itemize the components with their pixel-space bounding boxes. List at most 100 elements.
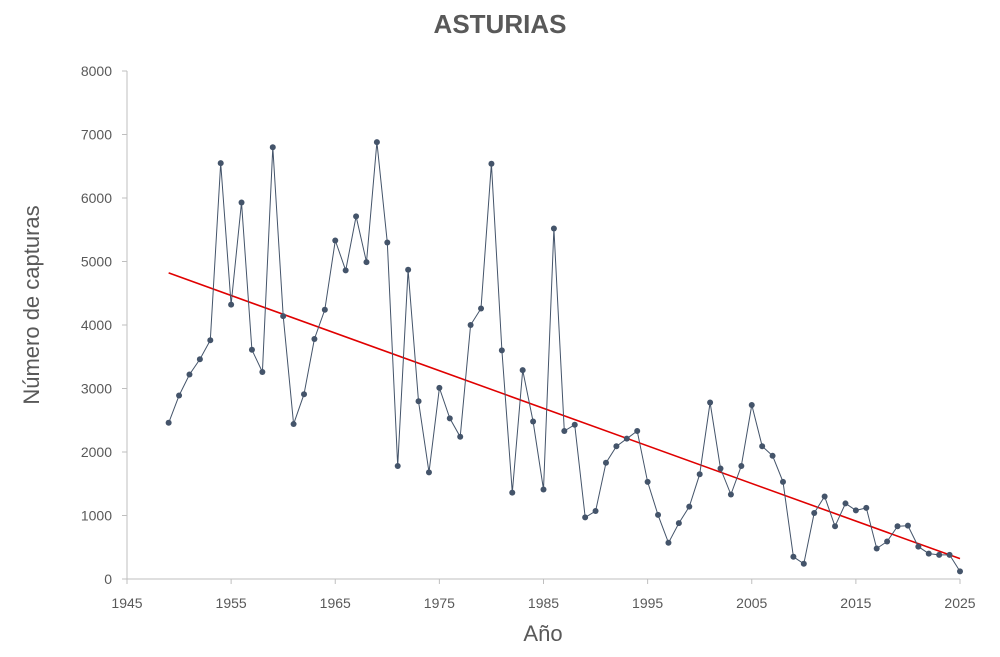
data-point — [332, 237, 339, 244]
y-tick-label: 3000 — [81, 381, 112, 397]
trendline — [168, 272, 961, 560]
data-point — [582, 514, 589, 521]
x-tick-label: 2025 — [944, 595, 975, 611]
y-tick-label: 4000 — [81, 317, 112, 333]
data-point — [811, 509, 818, 516]
data-point — [540, 486, 547, 493]
data-point — [790, 553, 797, 560]
data-point — [675, 520, 682, 527]
x-tick-label: 1945 — [111, 595, 142, 611]
x-axis-title: Año — [523, 621, 562, 646]
data-point — [415, 398, 422, 405]
data-point — [238, 199, 245, 206]
x-tick-label: 1985 — [528, 595, 559, 611]
data-point — [425, 469, 432, 476]
y-tick-label: 0 — [104, 571, 112, 587]
y-axis-ticks: 0 1000 2000 3000 4000 5000 6000 7000 8000 — [81, 63, 127, 587]
data-point — [405, 266, 412, 273]
data-point — [738, 462, 745, 469]
data-point — [467, 322, 474, 328]
data-point — [571, 421, 578, 428]
data-point — [602, 459, 609, 466]
data-point — [436, 384, 443, 391]
data-point — [228, 301, 235, 308]
data-point — [550, 225, 557, 232]
data-point — [748, 402, 755, 409]
y-tick-label: 5000 — [81, 254, 112, 270]
data-point — [696, 471, 703, 478]
data-point — [665, 539, 672, 546]
data-point — [217, 160, 224, 167]
data-point — [530, 418, 537, 425]
data-point — [957, 568, 963, 575]
x-tick-label: 1965 — [320, 595, 351, 611]
data-point — [707, 399, 714, 406]
data-point — [363, 259, 370, 266]
data-point — [644, 478, 651, 485]
data-point — [478, 305, 485, 312]
data-point — [613, 443, 620, 450]
data-point — [904, 522, 911, 529]
data-point — [863, 504, 870, 511]
data-point — [936, 551, 943, 558]
data-point — [832, 523, 839, 530]
data-point — [561, 428, 568, 435]
data-point — [717, 465, 724, 472]
data-point — [207, 337, 214, 344]
data-point — [290, 421, 297, 428]
data-point — [821, 493, 828, 500]
data-point — [769, 452, 776, 459]
data-point — [373, 139, 380, 146]
x-tick-label: 1975 — [424, 595, 455, 611]
y-tick-label: 2000 — [81, 444, 112, 460]
series-layer — [165, 139, 963, 575]
data-point — [176, 392, 183, 399]
data-point — [686, 503, 693, 510]
data-point — [446, 415, 453, 422]
y-tick-label: 8000 — [81, 63, 112, 79]
x-axis-ticks: 1945 1955 1965 1975 1985 1995 2005 2015 2025 — [111, 579, 976, 611]
y-tick-label: 7000 — [81, 127, 112, 143]
data-point — [259, 368, 266, 375]
y-axis-title: Número de capturas — [19, 205, 44, 404]
data-point — [353, 213, 360, 220]
series-line — [168, 142, 961, 572]
data-point — [519, 367, 526, 374]
data-point — [873, 545, 880, 552]
data-point — [779, 478, 786, 485]
data-point — [759, 443, 766, 450]
data-point — [842, 500, 849, 507]
data-point — [509, 489, 516, 496]
data-point — [894, 523, 901, 530]
data-point — [342, 267, 349, 274]
data-point — [884, 538, 891, 545]
data-point — [946, 551, 953, 558]
data-point — [655, 511, 662, 518]
data-point — [301, 391, 308, 398]
data-point — [634, 428, 641, 435]
data-point — [394, 462, 401, 469]
trendline-layer — [168, 272, 961, 560]
chart-title: ASTURIAS — [434, 9, 567, 39]
data-point — [488, 160, 495, 167]
data-point — [384, 239, 391, 246]
data-point — [311, 335, 318, 342]
data-point — [623, 435, 630, 442]
data-point — [269, 144, 276, 151]
x-tick-label: 1995 — [632, 595, 663, 611]
data-point — [852, 507, 859, 514]
y-tick-label: 6000 — [81, 190, 112, 206]
data-point — [165, 419, 172, 426]
x-tick-label: 2005 — [736, 595, 767, 611]
data-point — [457, 433, 464, 440]
data-point — [248, 346, 255, 353]
data-point — [196, 356, 203, 363]
y-tick-label: 1000 — [81, 508, 112, 524]
data-point — [925, 550, 932, 557]
x-tick-label: 1955 — [216, 595, 247, 611]
x-tick-label: 2015 — [840, 595, 871, 611]
data-point — [280, 313, 287, 320]
data-point — [592, 508, 599, 515]
data-point — [727, 491, 734, 498]
